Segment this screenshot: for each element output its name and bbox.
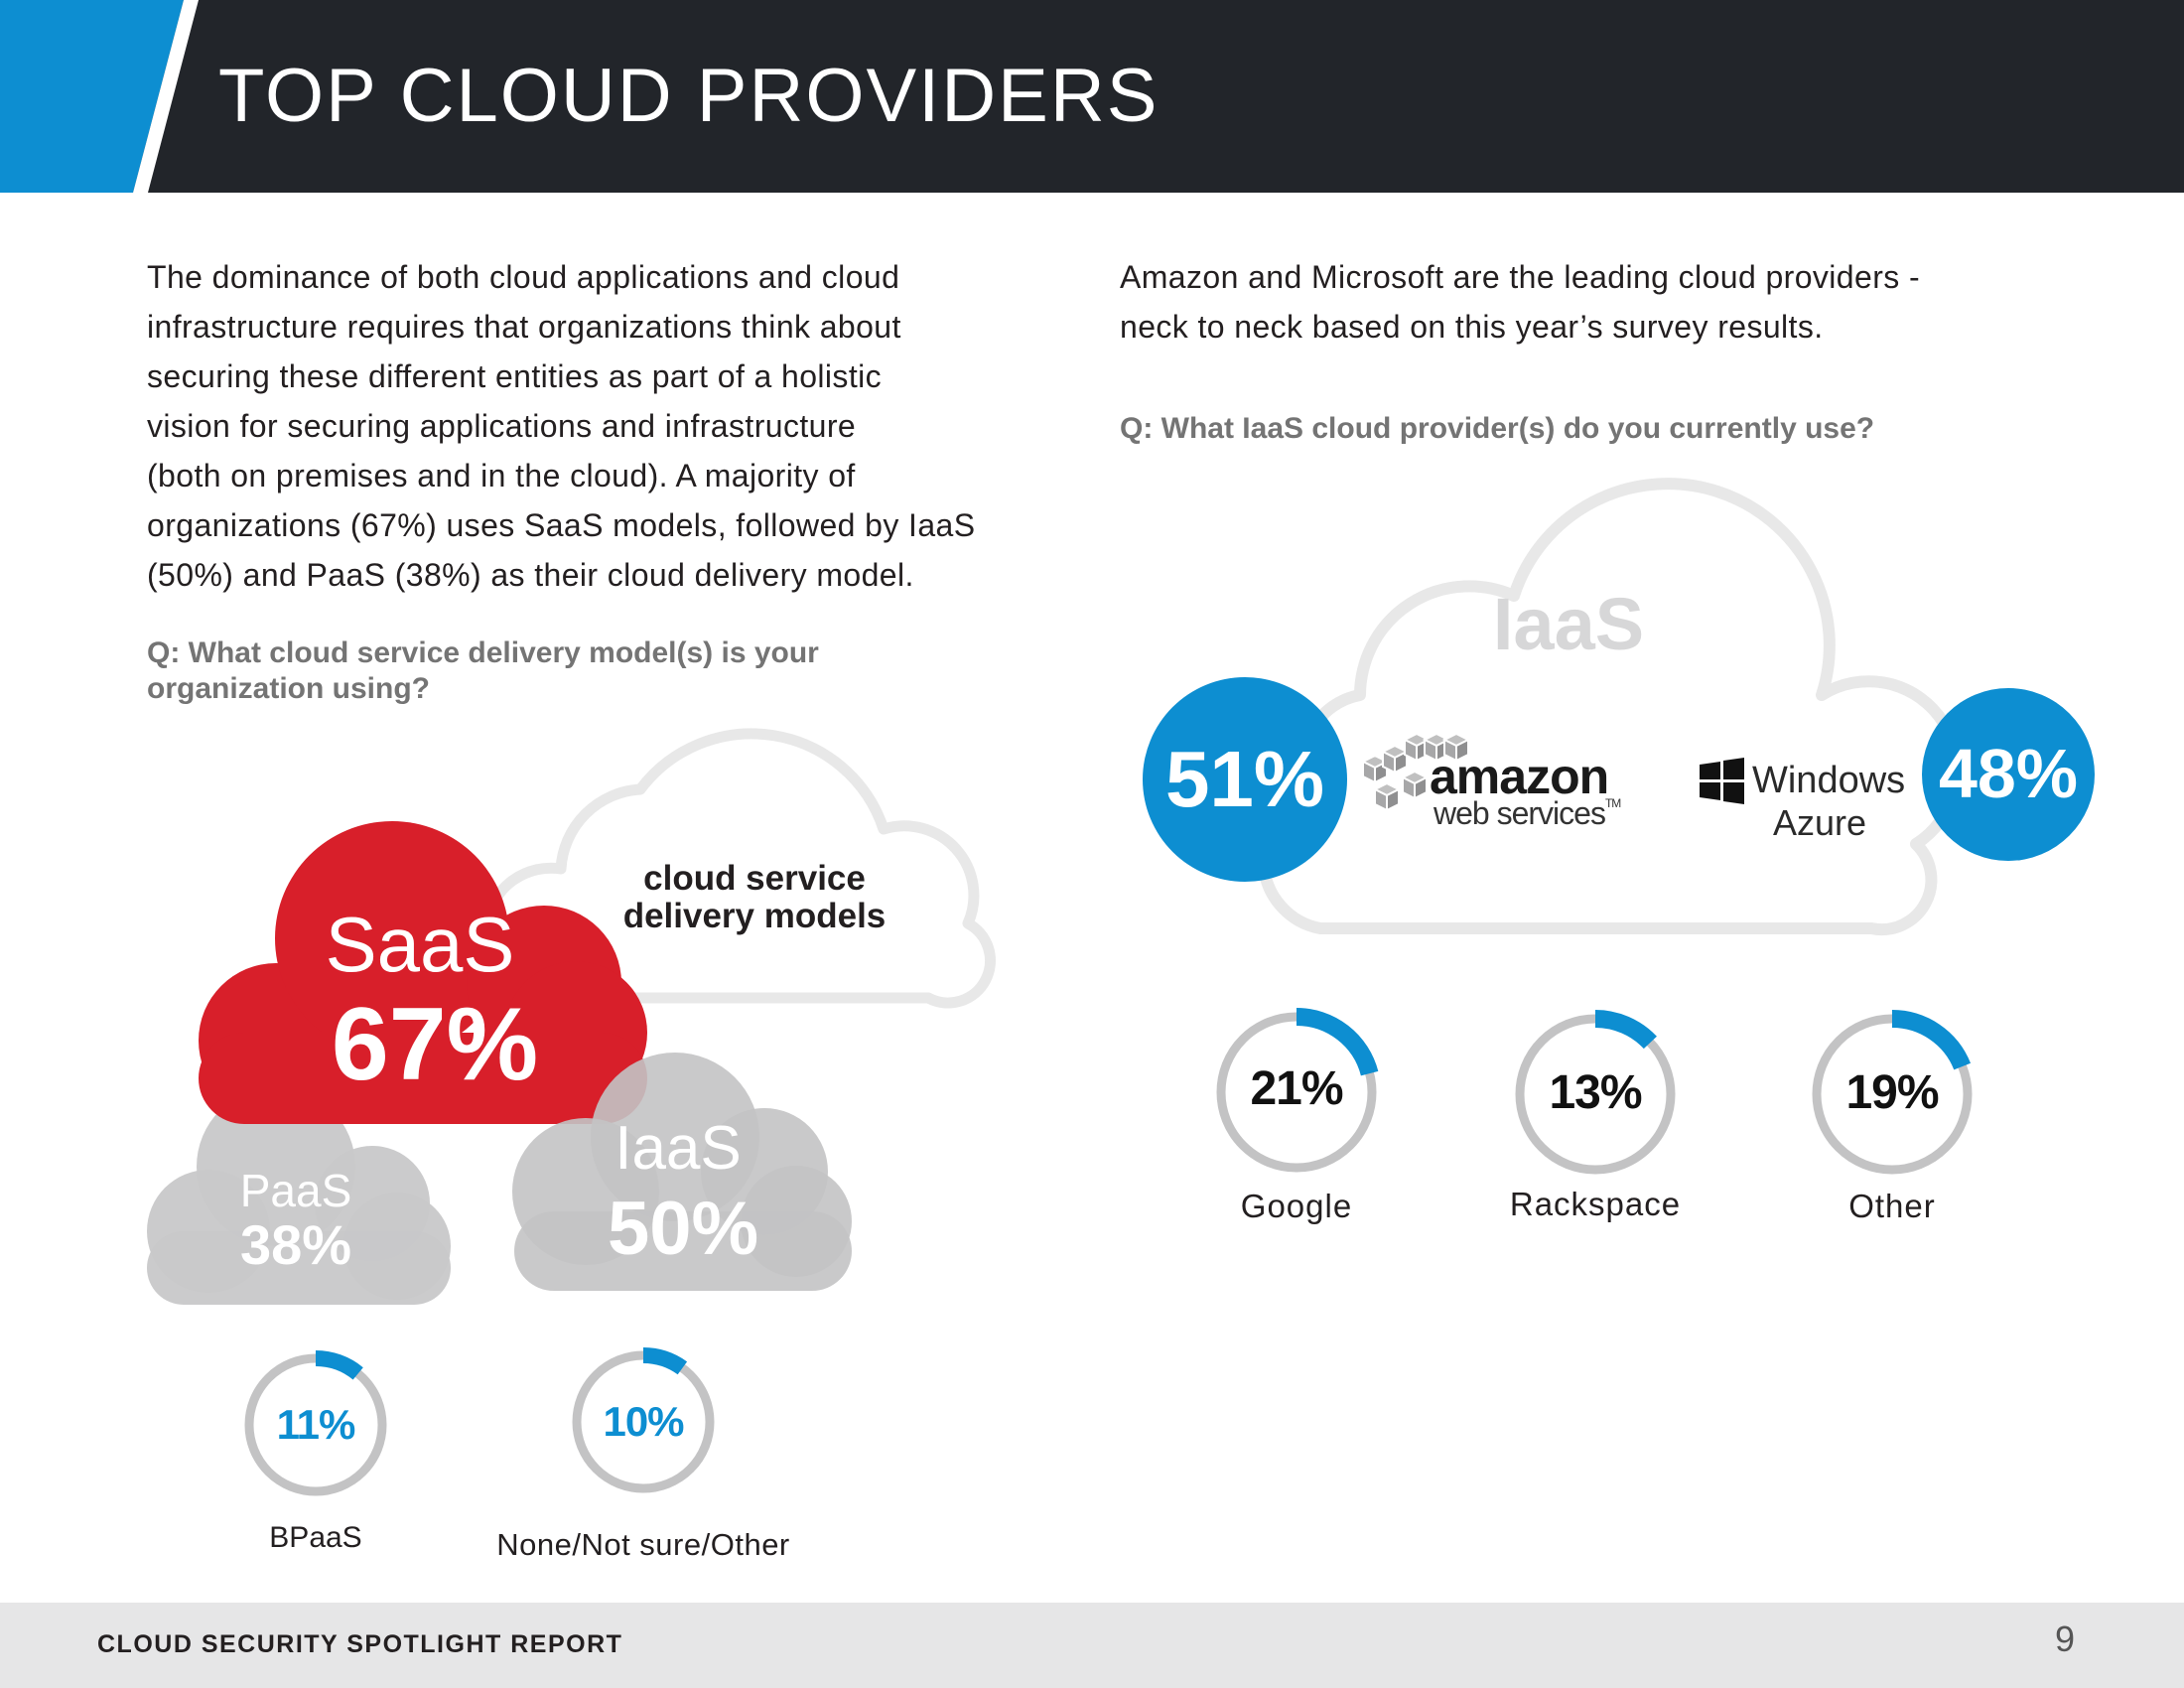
amazon-logo-sub: web servicesTM: [1433, 795, 1621, 831]
ring-other-value: 19%: [1845, 1066, 1939, 1119]
left-paragraph-line: (both on premises and in the cloud). A m…: [147, 458, 856, 493]
amazon-logo-tm: TM: [1604, 796, 1621, 810]
iaas-value: 50%: [607, 1187, 759, 1271]
azure-share-value: 48%: [1938, 735, 2079, 812]
left-question: Q: What cloud service delivery model(s) …: [147, 635, 819, 707]
ring-other: [1812, 1010, 1973, 1175]
center-label-line: delivery models: [622, 897, 887, 935]
amazon-share-badge: [1143, 677, 1347, 882]
ring-other-label: Other: [1848, 1188, 1936, 1224]
left-paragraph: The dominance of both cloud applications…: [147, 252, 976, 600]
right-question: Q: What IaaS cloud provider(s) do you cu…: [1120, 412, 1875, 445]
header-accent-stripe: [0, 0, 199, 193]
amazon-share-value: 51%: [1164, 735, 1325, 823]
ring-rackspace: [1515, 1010, 1676, 1175]
saas-name: SaaS: [325, 901, 515, 988]
ring-bpaas: [244, 1350, 387, 1496]
aws-cubes-icon: [1360, 732, 1471, 812]
page-header: TOP CLOUD PROVIDERS: [0, 0, 2184, 193]
azure-logo-line1: Windows: [1752, 760, 1906, 801]
ring-bpaas-arc: [315, 1350, 363, 1380]
left-paragraph-line: vision for securing applications and inf…: [147, 408, 857, 444]
center-label: cloud service delivery models: [556, 860, 953, 935]
ring-rackspace-arc: [1594, 1010, 1657, 1050]
iaas-cloud-icon: [512, 1053, 852, 1291]
ring-none-other: [572, 1347, 715, 1493]
ring-google: [1216, 1008, 1379, 1173]
paas-value: 38%: [239, 1213, 352, 1276]
left-paragraph-line: organizations (67%) uses SaaS models, fo…: [147, 507, 976, 543]
page-number: 9: [2054, 1618, 2075, 1659]
ring-none-other-arc: [642, 1347, 688, 1375]
iaas-provider-cloud-icon: [1257, 478, 1964, 936]
ring-rackspace-label: Rackspace: [1509, 1186, 1682, 1222]
ring-bpaas-label: BPaaS: [269, 1521, 362, 1554]
left-paragraph-line: The dominance of both cloud applications…: [147, 259, 900, 295]
page-title: TOP CLOUD PROVIDERS: [218, 54, 1160, 138]
ring-google-arc: [1296, 1008, 1379, 1076]
paas-name: PaaS: [239, 1165, 352, 1216]
ring-bpaas-value: 11%: [276, 1401, 356, 1448]
paas-cloud-icon: [147, 1087, 451, 1305]
ring-google-label: Google: [1240, 1188, 1353, 1224]
windows-logo-icon: [1700, 758, 1744, 804]
right-paragraph-line: Amazon and Microsoft are the leading clo…: [1120, 259, 1921, 295]
outline-cloud-icon: [479, 728, 996, 1009]
left-paragraph-line: infrastructure requires that organizatio…: [147, 309, 901, 345]
ring-other-arc: [1891, 1010, 1972, 1070]
ring-google-value: 21%: [1250, 1062, 1343, 1115]
saas-cloud-icon: [199, 821, 647, 1124]
left-question-line: Q: What cloud service delivery model(s) …: [147, 636, 819, 669]
iaas-cloud-label: IaaS: [1492, 583, 1645, 665]
footer-report-title: CLOUD SECURITY SPOTLIGHT REPORT: [97, 1630, 623, 1658]
ring-none-other-value: 10%: [603, 1398, 684, 1445]
saas-value: 67%: [331, 987, 539, 1102]
left-paragraph-line: (50%) and PaaS (38%) as their cloud deli…: [147, 557, 914, 593]
azure-share-badge: [1922, 688, 2095, 861]
left-paragraph-line: securing these different entities as par…: [147, 358, 883, 394]
left-question-line: organization using?: [147, 672, 430, 705]
ring-none-other-label: None/Not sure/Other: [496, 1527, 790, 1562]
ring-rackspace-value: 13%: [1549, 1066, 1642, 1119]
amazon-logo-sub-text: web services: [1433, 795, 1606, 831]
center-label-line: cloud service: [643, 859, 866, 898]
right-paragraph-line: neck to neck based on this year’s survey…: [1120, 309, 1824, 345]
page-footer: [0, 1603, 2184, 1688]
amazon-logo-word: amazon: [1430, 749, 1609, 804]
iaas-name: IaaS: [614, 1114, 742, 1183]
right-paragraph: Amazon and Microsoft are the leading clo…: [1120, 252, 1920, 352]
azure-logo-line2: Azure: [1773, 802, 1867, 843]
